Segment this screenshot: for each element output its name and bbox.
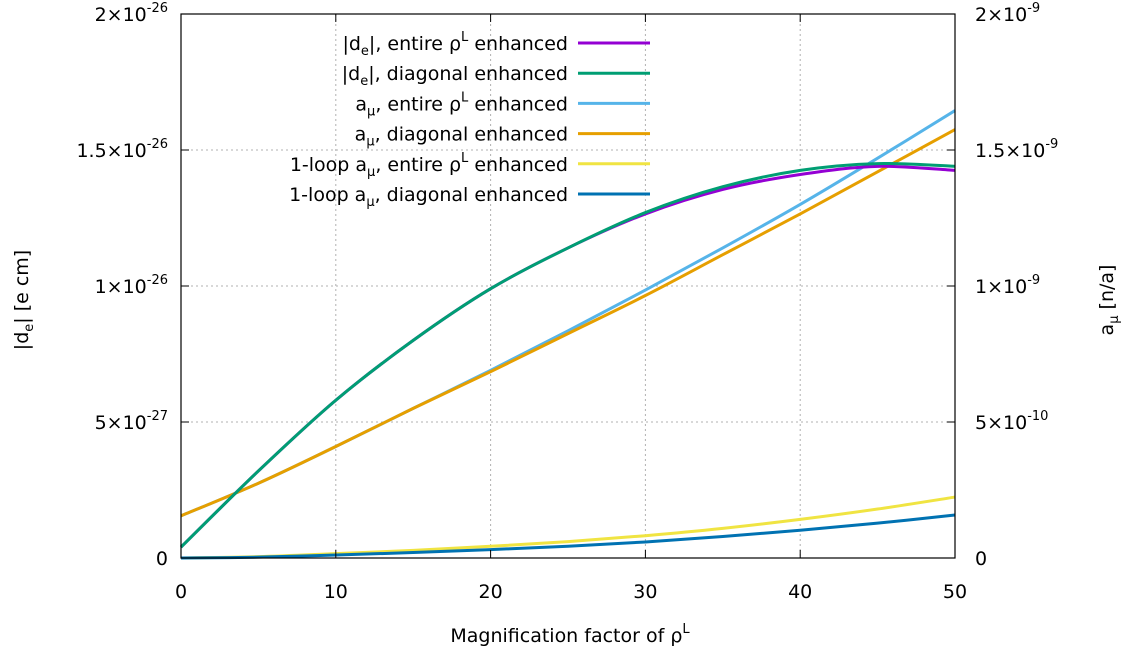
y-right-axis-title-base: a	[1096, 324, 1118, 336]
y-right-tick-mantissa: 5×10	[975, 412, 1027, 434]
legend-label-part: |d	[342, 63, 360, 85]
y-right-tick-label: 5×10-10	[975, 409, 1048, 434]
legend-label: aμ, diagonal enhanced	[355, 124, 568, 150]
legend-label-part: , diagonal enhanced	[375, 184, 568, 206]
legend-label-part: |, diagonal enhanced	[368, 63, 568, 85]
y-left-axis-title: |de| [e cm]	[11, 250, 37, 350]
y-left-tick-mantissa: 0	[156, 548, 168, 570]
y-left-tick-mantissa: 1.5×10	[76, 140, 146, 162]
y-right-tick-label: 0	[975, 548, 987, 570]
y-left-tick-mantissa: 5×10	[95, 412, 147, 434]
y-right-tick-exponent: -9	[1027, 1, 1040, 16]
legend-entry: aμ, entire ρL enhanced	[355, 90, 650, 119]
legend-entry: 1-loop aμ, entire ρL enhanced	[290, 151, 650, 180]
y-right-tick-mantissa: 2×10	[975, 4, 1027, 26]
y-right-tick-exponent: -9	[1045, 137, 1058, 152]
x-tick-label: 10	[324, 581, 348, 603]
legend-label-sub: e	[360, 74, 368, 89]
y-left-tick-exponent: -26	[147, 273, 168, 288]
x-tick-label: 50	[943, 581, 967, 603]
x-tick-label: 0	[175, 581, 187, 603]
legend-label-part: a	[355, 93, 367, 115]
y-right-axis-title: aμ [n/a]	[1096, 265, 1122, 336]
x-axis-title-sup: L	[682, 622, 690, 637]
ticks: 0 10 20 30 40 5005×10-271×10-261.5×10-262×10-…	[76, 1, 1058, 603]
legend-label-part: 1-loop a	[290, 154, 367, 176]
legend-entry: aμ, diagonal enhanced	[355, 124, 650, 150]
legend-label-sub: μ	[367, 104, 375, 119]
x-axis-title: Magnification factor of ρL	[450, 622, 690, 647]
y-left-tick-label: 2×10-26	[95, 1, 168, 26]
legend-label-part: enhanced	[468, 154, 568, 176]
y-right-tick-exponent: -9	[1027, 273, 1040, 288]
y-right-axis-title-rest: [n/a]	[1096, 265, 1118, 316]
legend-label-part: 1-loop a	[289, 184, 366, 206]
y-right-tick-mantissa: 1.5×10	[975, 140, 1045, 162]
legend-label: 1-loop aμ, diagonal enhanced	[289, 184, 568, 210]
y-left-tick-label: 0	[156, 548, 168, 570]
legend-label-sub: e	[361, 44, 369, 59]
y-right-tick-mantissa: 1×10	[975, 276, 1027, 298]
y-left-tick-mantissa: 1×10	[95, 276, 147, 298]
legend-label-part: , entire ρ	[375, 93, 461, 115]
legend-label-sub: μ	[367, 165, 375, 180]
x-tick-label: 30	[633, 581, 657, 603]
series-line-1	[179, 164, 956, 549]
x-tick-label: 40	[788, 581, 812, 603]
legend-label-part: a	[355, 124, 367, 146]
series-layer	[179, 109, 956, 560]
legend-label: aμ, entire ρL enhanced	[355, 90, 568, 119]
y-left-tick-exponent: -27	[147, 409, 168, 424]
legend-label-sup: L	[461, 90, 469, 105]
y-left-axis-title-base: |d	[11, 332, 33, 350]
y-left-tick-label: 1.5×10-26	[76, 137, 168, 162]
x-axis-title-base: Magnification factor of ρ	[450, 625, 682, 647]
legend-label: |de|, entire ρL enhanced	[342, 30, 568, 59]
legend-entry: |de|, diagonal enhanced	[342, 63, 650, 89]
legend-label-sup: L	[461, 30, 469, 45]
y-right-tick-label: 1.5×10-9	[975, 137, 1058, 162]
legend-label-part: , diagonal enhanced	[375, 124, 568, 146]
y-right-tick-label: 1×10-9	[975, 273, 1040, 298]
y-left-tick-label: 1×10-26	[95, 273, 168, 298]
legend-label-part: enhanced	[468, 33, 568, 55]
y-right-tick-label: 2×10-9	[975, 1, 1040, 26]
y-left-tick-label: 5×10-27	[95, 409, 168, 434]
legend: |de|, entire ρL enhanced|de|, diagonal e…	[289, 30, 650, 210]
y-right-tick-mantissa: 0	[975, 548, 987, 570]
y-left-axis-title-rest: | [e cm]	[11, 250, 33, 324]
legend-label-part: , entire ρ	[375, 154, 461, 176]
legend-label: |de|, diagonal enhanced	[342, 63, 568, 89]
legend-label-part: |, entire ρ	[369, 33, 461, 55]
legend-label-part: enhanced	[468, 93, 568, 115]
grid	[181, 14, 955, 558]
y-left-tick-mantissa: 2×10	[95, 4, 147, 26]
x-tick-label: 20	[479, 581, 503, 603]
series-line-2	[179, 161, 956, 549]
y-right-tick-exponent: -10	[1027, 409, 1048, 424]
y-right-axis-title-sub: μ	[1107, 316, 1122, 324]
series-line-4	[180, 128, 956, 518]
legend-label-sub: μ	[366, 195, 374, 210]
legend-label: 1-loop aμ, entire ρL enhanced	[290, 151, 568, 180]
legend-label-part: |d	[342, 33, 360, 55]
y-left-tick-exponent: -26	[147, 1, 168, 16]
legend-entry: |de|, entire ρL enhanced	[342, 30, 650, 59]
y-left-axis-title-sub: e	[22, 324, 37, 332]
y-left-tick-exponent: -26	[147, 137, 168, 152]
series-line-6	[180, 513, 956, 560]
legend-entry: 1-loop aμ, diagonal enhanced	[289, 184, 650, 210]
legend-label-sub: μ	[366, 135, 374, 150]
legend-label-sup: L	[461, 151, 469, 166]
